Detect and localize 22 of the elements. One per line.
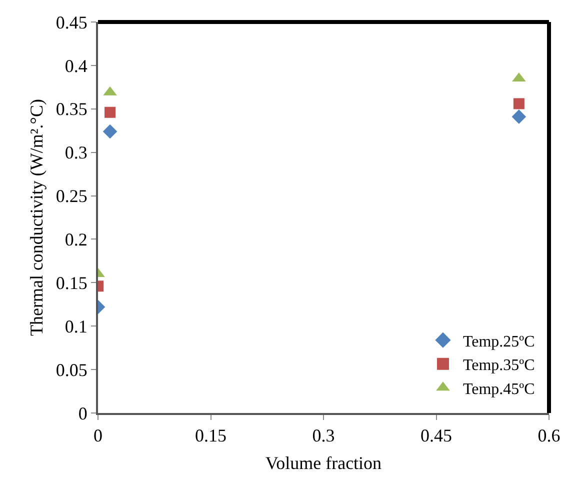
legend-label: Temp.25ºC [462,333,535,350]
x-tick-label: 0 [94,426,102,446]
point [512,110,526,124]
y-tick-label: 0.15 [56,272,88,293]
legend-label: Temp.45ºC [462,380,535,398]
point [513,98,524,110]
y-tick-label: 0.45 [56,12,88,32]
y-tick-label: 0.35 [56,99,88,120]
y-tick-label: 0.1 [64,316,88,336]
y-tick-label: 0.2 [64,230,88,250]
y-tick-label: 0.3 [64,142,88,163]
x-axis-title: Volume fraction [265,453,382,474]
x-tick-label: 0.3 [312,426,335,446]
y-axis-title: Thermal conductivity (W/m².°C) [26,98,47,336]
y-tick-label: 0.25 [56,186,88,206]
y-tick-label: 0.05 [56,360,88,380]
x-tick-label: 0.6 [538,426,560,446]
legend-label: Temp.35ºC [462,357,535,374]
x-tick-label: 0.15 [195,426,226,446]
y-tick-label: 0.4 [64,56,88,76]
y-tick-label: 0 [78,403,88,424]
x-tick-label: 0.45 [420,426,452,446]
